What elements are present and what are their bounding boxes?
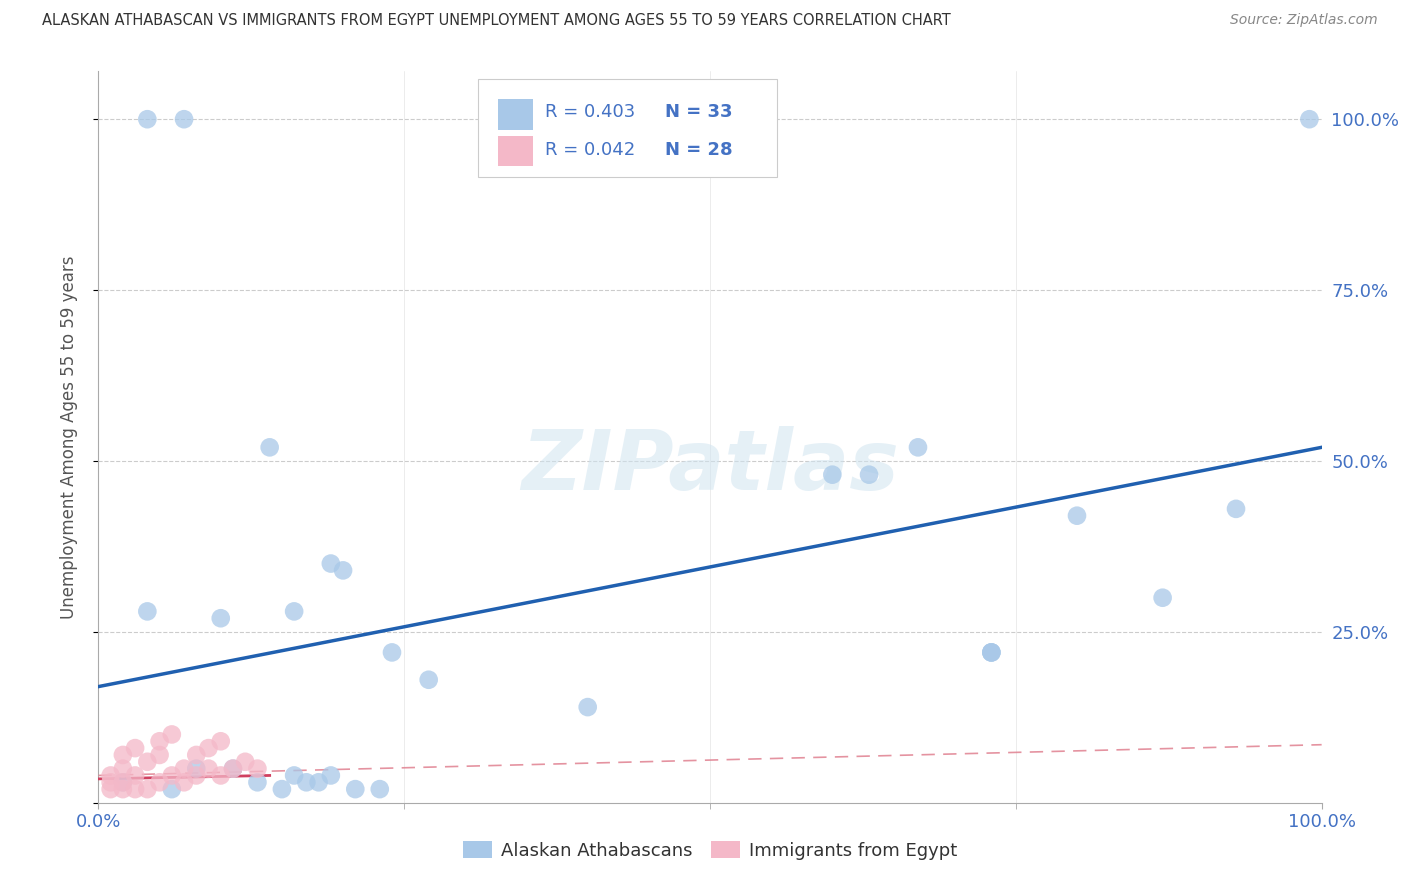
Point — [111, 775, 134, 789]
Bar — [498, 99, 533, 130]
Point — [136, 782, 159, 797]
Point — [173, 762, 195, 776]
Legend: Alaskan Athabascans, Immigrants from Egypt: Alaskan Athabascans, Immigrants from Egy… — [456, 834, 965, 867]
Point — [246, 762, 269, 776]
Point — [1152, 591, 1174, 605]
Point — [186, 768, 208, 782]
Point — [209, 768, 232, 782]
Point — [308, 775, 330, 789]
Point — [100, 775, 122, 789]
Point — [136, 112, 159, 127]
Point — [283, 768, 305, 782]
Point — [173, 112, 195, 127]
Point — [295, 775, 318, 789]
Point — [100, 782, 122, 797]
Bar — [498, 136, 533, 167]
Point — [136, 604, 159, 618]
Point — [136, 755, 159, 769]
Point — [209, 611, 232, 625]
Point — [209, 734, 232, 748]
Point — [332, 563, 354, 577]
Point — [160, 727, 183, 741]
Y-axis label: Unemployment Among Ages 55 to 59 years: Unemployment Among Ages 55 to 59 years — [59, 255, 77, 619]
Point — [149, 775, 172, 789]
Point — [283, 604, 305, 618]
Point — [222, 762, 245, 776]
Text: ALASKAN ATHABASCAN VS IMMIGRANTS FROM EGYPT UNEMPLOYMENT AMONG AGES 55 TO 59 YEA: ALASKAN ATHABASCAN VS IMMIGRANTS FROM EG… — [42, 13, 950, 29]
Point — [821, 467, 844, 482]
Point — [980, 645, 1002, 659]
Point — [197, 741, 219, 756]
Point — [186, 747, 208, 762]
Text: N = 33: N = 33 — [665, 103, 733, 120]
Point — [319, 557, 342, 571]
Point — [1298, 112, 1320, 127]
Point — [907, 440, 929, 454]
Point — [186, 762, 208, 776]
Point — [1225, 501, 1247, 516]
Point — [111, 747, 134, 762]
Point — [980, 645, 1002, 659]
Point — [111, 782, 134, 797]
Point — [368, 782, 391, 797]
Point — [100, 768, 122, 782]
Point — [124, 768, 146, 782]
Point — [259, 440, 281, 454]
Point — [233, 755, 256, 769]
Point — [319, 768, 342, 782]
Point — [124, 782, 146, 797]
Point — [246, 775, 269, 789]
Point — [149, 734, 172, 748]
Point — [270, 782, 294, 797]
Text: R = 0.403: R = 0.403 — [546, 103, 636, 120]
Point — [858, 467, 880, 482]
Point — [149, 747, 172, 762]
Point — [111, 775, 134, 789]
Point — [980, 645, 1002, 659]
Point — [173, 775, 195, 789]
Point — [1066, 508, 1088, 523]
Point — [124, 741, 146, 756]
FancyBboxPatch shape — [478, 78, 778, 178]
Point — [576, 700, 599, 714]
Point — [344, 782, 367, 797]
Point — [160, 768, 183, 782]
Point — [418, 673, 440, 687]
Point — [381, 645, 404, 659]
Text: R = 0.042: R = 0.042 — [546, 141, 636, 159]
Point — [197, 762, 219, 776]
Text: Source: ZipAtlas.com: Source: ZipAtlas.com — [1230, 13, 1378, 28]
Text: N = 28: N = 28 — [665, 141, 733, 159]
Text: ZIPatlas: ZIPatlas — [522, 425, 898, 507]
Point — [160, 782, 183, 797]
Point — [222, 762, 245, 776]
Point — [111, 762, 134, 776]
